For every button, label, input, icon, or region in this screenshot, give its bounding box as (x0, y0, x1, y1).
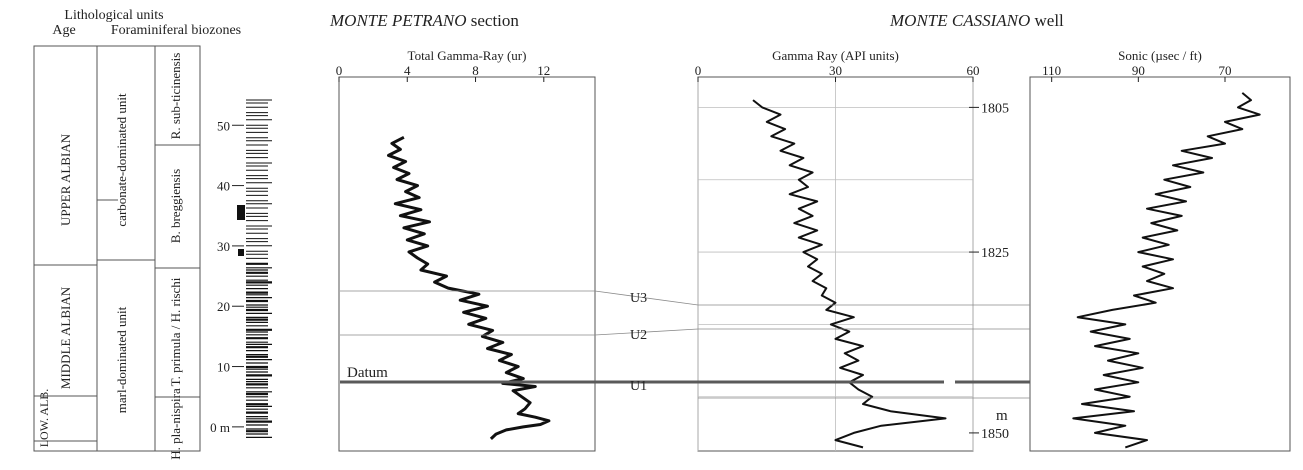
biozone-primula-rischi: T. primula / H. rischi (168, 277, 183, 386)
u1-label: U1 (630, 379, 647, 394)
gr-cassiano-x-tick-label: 60 (967, 63, 980, 78)
heading-foram: Foraminiferal biozones (111, 23, 241, 38)
sonic-cassiano-series-line (1072, 92, 1261, 449)
petrano-title: MONTE PETRANO section (329, 11, 519, 30)
cassiano-title: MONTE CASSIANO well (889, 11, 1064, 30)
gr-cassiano-y-tick-label: 1805 (981, 101, 1009, 116)
gr-cassiano-y-tick-label: 1825 (981, 246, 1009, 261)
lithology-column (237, 99, 272, 438)
gr-cassiano-x-tick-label: 0 (695, 63, 702, 78)
depth-axis: 0 m 10 20 30 40 50 (210, 118, 244, 435)
gr-cassiano-series-line (752, 99, 947, 449)
gr-cassiano-axis-title: Gamma Ray (API units) (772, 48, 899, 63)
gr-petrano-axis-title: Total Gamma-Ray (ur) (408, 48, 527, 63)
petrano-gamma-chart: Total Gamma-Ray (ur) 0 4 8 12 (336, 48, 596, 452)
gr-cassiano-x-tick-label: 30 (829, 63, 842, 78)
sonic-cassiano-axis-title: Sonic (µsec / ft) (1118, 48, 1202, 63)
depth-tick-label: 10 (217, 360, 230, 375)
gr-petrano-series-line (387, 135, 551, 440)
depth-tick-label: 30 (217, 239, 230, 254)
cassiano-sonic-chart: Sonic (µsec / ft) 110 90 70 (1029, 48, 1291, 452)
sonic-cassiano-x-tick-label: 90 (1132, 63, 1145, 78)
depth-tick-label: 50 (217, 118, 230, 133)
depth-tick-label: 20 (217, 299, 230, 314)
gr-petrano-frame (338, 76, 596, 452)
sonic-cassiano-frame (1029, 76, 1291, 452)
gr-petrano-x-tick-label: 8 (472, 63, 479, 78)
correlation-lines: Datum U3 U2 U1 (340, 290, 1030, 399)
age-middle-albian: MIDDLE ALBIAN (58, 286, 73, 389)
cassiano-gamma-chart: Gamma Ray (API units) 0 30 60 1805 1825 1850 (695, 48, 1009, 452)
sonic-cassiano-x-tick-label: 70 (1219, 63, 1232, 78)
age-lower-albian: LOW. ALB. (37, 389, 51, 448)
depth-unit-label: m (996, 408, 1008, 424)
litho-carbonate: carbonate-dominated unit (114, 93, 129, 227)
black-bed-marker (237, 205, 245, 220)
heading-litho: Lithological units (64, 8, 163, 23)
u2-label: U2 (630, 328, 647, 343)
biozone-breggiensis: B. breggiensis (168, 169, 183, 243)
strat-panel: Lithological units Age Foraminiferal bio… (33, 8, 272, 460)
u3-label: U3 (630, 291, 647, 306)
gr-petrano-x-tick-label: 4 (404, 63, 411, 78)
datum-label: Datum (347, 365, 388, 381)
black-bed-marker (238, 249, 244, 256)
biozone-subticinensis: R. sub-ticinensis (168, 53, 183, 140)
u3-correlation (340, 290, 1030, 306)
gr-petrano-x-tick-label: 0 (336, 63, 343, 78)
gr-petrano-x-tick-label: 12 (537, 63, 550, 78)
depth-tick-label: 0 m (210, 420, 230, 435)
gr-cassiano-y-tick-label: 1850 (981, 427, 1009, 442)
sonic-cassiano-x-tick-label: 110 (1042, 63, 1061, 78)
age-upper-albian: UPPER ALBIAN (58, 133, 73, 226)
heading-age: Age (52, 23, 75, 38)
litho-marl: marl-dominated unit (114, 306, 129, 413)
u2-correlation (340, 328, 1030, 336)
depth-tick-label: 40 (217, 179, 230, 194)
biozone-planispira: H. pla-nispira (168, 388, 183, 460)
